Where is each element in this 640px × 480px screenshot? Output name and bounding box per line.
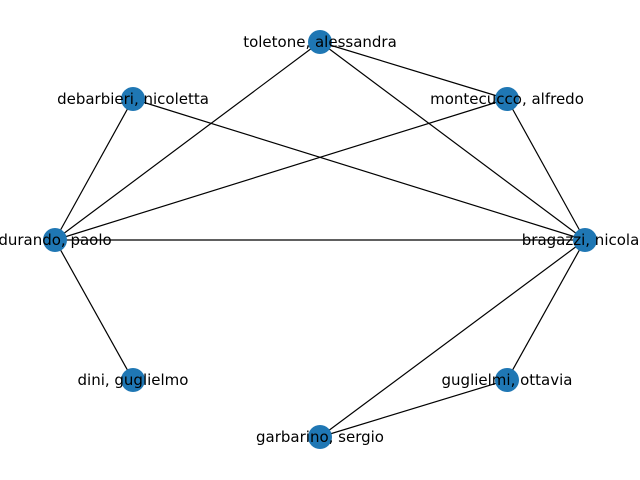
node-debarbieri (121, 87, 145, 111)
node-label-guglielmi: guglielmi, ottavia (442, 371, 573, 389)
edge-montecucco-bragazzi (506, 98, 586, 241)
labels-layer: toletone, alessandra montecucco, alfredo d… (0, 33, 640, 446)
node-dini (121, 368, 145, 392)
node-label-bragazzi: bragazzi, nicola l (522, 231, 640, 249)
edges-layer (54, 41, 586, 438)
node-label-toletone: toletone, alessandra (243, 33, 397, 51)
nodes-layer (43, 30, 597, 449)
node-label-debarbieri: debarbieri, nicoletta (57, 90, 209, 108)
edge-debarbieri-durando (54, 98, 134, 241)
node-toletone (308, 30, 332, 54)
node-label-garbarino: garbarino, sergio (256, 428, 384, 446)
node-durando (43, 228, 67, 252)
node-label-durando: durando, paolo (0, 231, 112, 249)
node-montecucco (495, 87, 519, 111)
node-guglielmi (495, 368, 519, 392)
node-label-dini: dini, guglielmo (78, 371, 189, 389)
node-garbarino (308, 425, 332, 449)
edge-durando-dini (54, 239, 134, 381)
edge-debarbieri-bragazzi (132, 98, 586, 241)
edge-toletone-montecucco (319, 41, 508, 100)
edge-toletone-bragazzi (319, 41, 586, 241)
edge-toletone-durando (54, 41, 321, 241)
node-label-montecucco: montecucco, alfredo (430, 90, 584, 108)
node-bragazzi (573, 228, 597, 252)
edge-bragazzi-garbarino (319, 239, 586, 438)
edge-bragazzi-guglielmi (506, 239, 586, 381)
edge-montecucco-durando (54, 98, 508, 241)
edge-guglielmi-garbarino (319, 379, 508, 438)
